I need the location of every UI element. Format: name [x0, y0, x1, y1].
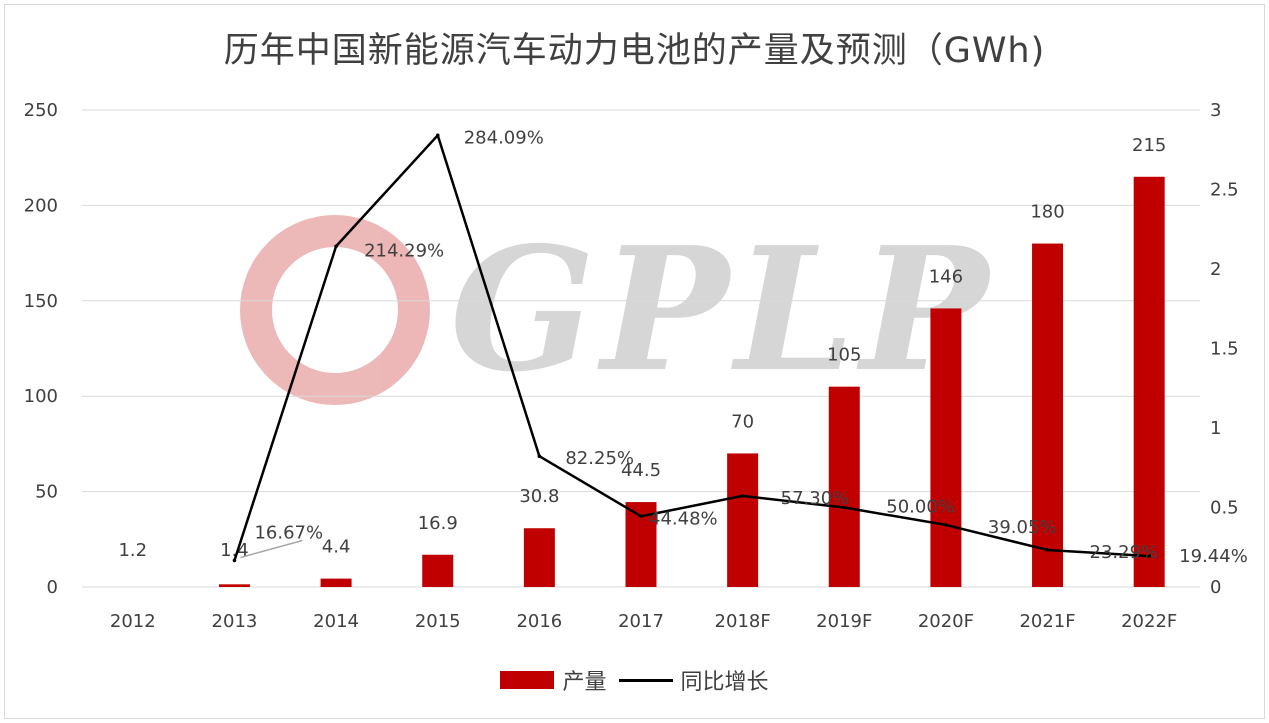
growth-point [944, 523, 948, 527]
line-data-label: 44.48% [649, 508, 718, 529]
x-tick-label: 2012 [110, 611, 156, 632]
x-tick-label: 2014 [313, 611, 359, 632]
growth-point [639, 514, 643, 519]
x-tick-label: 2020F [918, 611, 974, 632]
watermark-text: GPLP [450, 210, 995, 410]
bar-data-label: 30.8 [519, 486, 559, 507]
bar-data-label: 1.4 [220, 540, 249, 561]
line-data-label: 19.44% [1179, 546, 1248, 567]
y-right-tick-label: 2 [1210, 259, 1221, 280]
chart-title: 历年中国新能源汽车动力电池的产量及预测（GWh) [223, 31, 1046, 71]
y-right-tick-label: 0.5 [1210, 498, 1239, 519]
bar [930, 308, 962, 587]
legend-item-line: 同比增长 [618, 664, 769, 696]
bar [828, 386, 860, 587]
label-leader-line [240, 539, 303, 559]
watermark: GPLP [240, 215, 1040, 415]
y-right-tick-label: 1.5 [1210, 339, 1239, 360]
growth-point [740, 494, 745, 498]
x-tick-label: 2015 [415, 611, 461, 632]
bar-data-label: 105 [827, 345, 861, 366]
line-data-label: 214.29% [364, 240, 444, 261]
x-tick-label: 2013 [212, 611, 258, 632]
y-right-tick-label: 1 [1210, 418, 1221, 439]
bar [727, 453, 759, 587]
legend-item-bar: 产量 [500, 664, 607, 696]
bar [422, 554, 454, 587]
legend-line-swatch [618, 678, 673, 682]
bar-data-label: 16.9 [418, 513, 458, 534]
growth-point [232, 558, 237, 563]
y-right-tick-label: 2.5 [1210, 180, 1239, 201]
bar-data-label: 215 [1132, 135, 1166, 156]
line-data-label: 82.25% [565, 448, 634, 469]
y-left-tick-label: 0 [47, 577, 58, 598]
bar-data-label: 180 [1030, 202, 1064, 223]
y-left-tick-label: 50 [35, 482, 58, 503]
x-tick-label: 2021F [1019, 611, 1075, 632]
bar [320, 578, 352, 587]
legend-bar-swatch [500, 671, 555, 689]
growth-point [1147, 554, 1151, 558]
y-left-tick-label: 100 [24, 386, 58, 407]
legend: 产量 同比增长 [0, 664, 1269, 696]
x-tick-label: 2017 [618, 611, 664, 632]
bar-data-label: 146 [929, 266, 963, 287]
growth-point [334, 244, 338, 249]
growth-point [1045, 548, 1050, 552]
x-tick-label: 2022F [1121, 611, 1177, 632]
x-tick-label: 2018F [715, 611, 771, 632]
line-data-label: 57.30% [781, 488, 850, 509]
line-data-label: 50.00% [886, 497, 955, 518]
line-data-label: 39.05% [988, 517, 1057, 538]
bar [1032, 243, 1064, 587]
bar [1133, 176, 1165, 587]
legend-line-label: 同比增长 [680, 670, 769, 695]
x-tick-label: 2016 [516, 611, 562, 632]
x-tick-label: 2019F [816, 611, 872, 632]
growth-line [233, 134, 1150, 561]
bar [523, 528, 555, 587]
bar-data-label: 4.4 [322, 537, 351, 558]
growth-point [842, 505, 847, 510]
legend-bar-label: 产量 [562, 670, 607, 695]
growth-point [435, 133, 440, 138]
y-right-tick-label: 3 [1210, 100, 1221, 121]
bar-data-label: 44.5 [621, 460, 661, 481]
growth-point [537, 454, 542, 459]
line-data-label: 16.67% [254, 522, 323, 543]
line-data-label: 23.29% [1090, 542, 1159, 563]
y-left-tick-label: 250 [24, 100, 58, 121]
bar-data-label: 1.2 [118, 540, 147, 561]
bar [218, 584, 250, 587]
y-left-tick-label: 200 [24, 195, 58, 216]
bar-data-label: 70 [731, 411, 754, 432]
y-left-tick-label: 150 [24, 291, 58, 312]
line-data-label: 284.09% [464, 127, 544, 148]
y-right-tick-label: 0 [1210, 577, 1221, 598]
